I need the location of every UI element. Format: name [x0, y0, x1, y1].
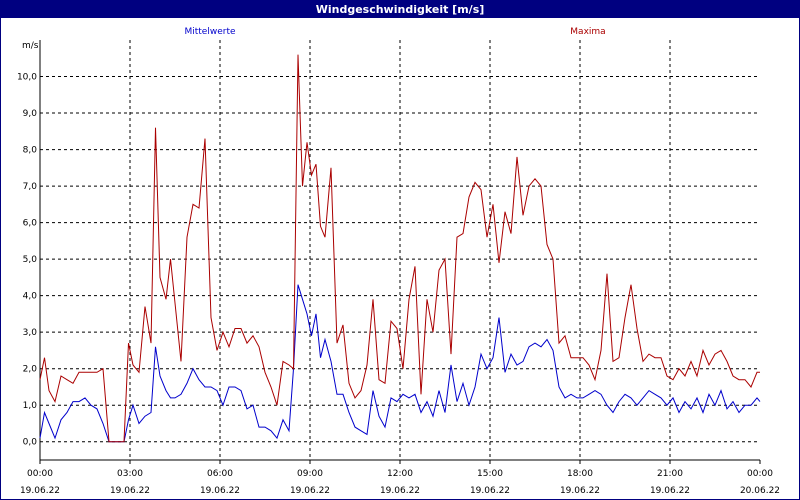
- y-tick-label: 5,0: [23, 255, 38, 265]
- series-lines: [39, 54, 761, 443]
- x-tick-time: 12:00: [387, 469, 413, 479]
- x-tick-time: 21:00: [657, 469, 683, 479]
- tick-labels: 0,0 1,0 2,0 3,0 4,0 5,0 6,0 7,0 8,0 9,0 10,0 00:00 1…: [17, 73, 780, 496]
- y-tick-label: 9,0: [23, 109, 38, 119]
- x-tick-date: 19.06.22: [110, 486, 150, 496]
- y-tick-label: 1,0: [23, 401, 38, 411]
- x-tick-date: 19.06.22: [290, 486, 330, 496]
- axes: [39, 40, 761, 464]
- y-axis-label: m/s: [22, 41, 39, 51]
- y-tick-label: 2,0: [23, 365, 38, 375]
- y-tick-label: 3,0: [23, 328, 38, 338]
- legend-maxima: Maxima: [570, 27, 605, 37]
- y-tick-label: 7,0: [23, 182, 38, 192]
- legend-mittelwerte: Mittelwerte: [184, 27, 235, 37]
- y-tick-label: 0,0: [23, 438, 38, 448]
- x-tick-date: 19.06.22: [650, 486, 690, 496]
- x-tick-time: 06:00: [207, 469, 233, 479]
- x-tick-time: 03:00: [117, 469, 143, 479]
- series-line-mittelwerte: [39, 284, 761, 443]
- grid-lines: [40, 40, 760, 460]
- x-tick-time: 09:00: [297, 469, 323, 479]
- y-tick-label: 8,0: [23, 146, 38, 156]
- y-tick-label: 10,0: [17, 73, 37, 83]
- x-tick-date: 19.06.22: [200, 486, 240, 496]
- x-tick-time: 00:00: [27, 469, 53, 479]
- x-tick-date: 19.06.22: [470, 486, 510, 496]
- x-tick-date: 19.06.22: [20, 486, 60, 496]
- series-line-maxima: [39, 54, 760, 443]
- y-tick-label: 6,0: [23, 219, 38, 229]
- window-title: Windgeschwindigkeit [m/s]: [1, 1, 799, 18]
- x-tick-time: 15:00: [477, 469, 503, 479]
- x-tick-date: 20.06.22: [740, 486, 780, 496]
- x-tick-time: 18:00: [567, 469, 593, 479]
- x-tick-date: 19.06.22: [560, 486, 600, 496]
- y-tick-label: 4,0: [23, 292, 38, 302]
- x-tick-date: 19.06.22: [380, 486, 420, 496]
- x-tick-time: 00:00: [747, 469, 773, 479]
